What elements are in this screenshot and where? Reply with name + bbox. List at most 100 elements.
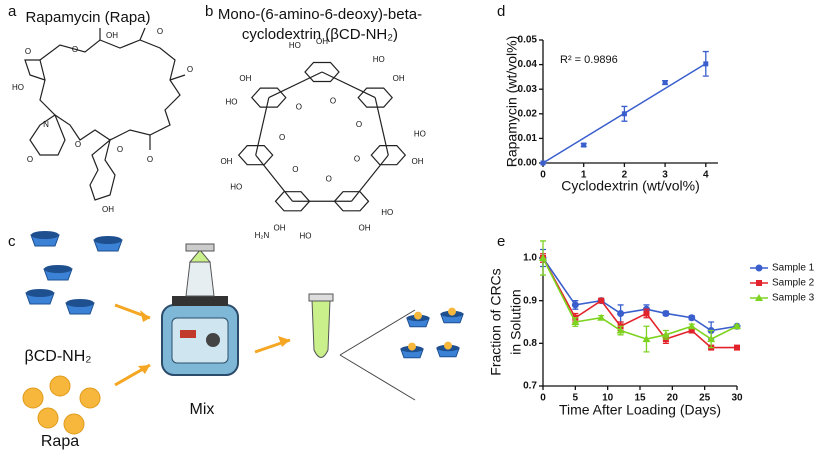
x-tick-label: 25 <box>699 393 711 404</box>
marker <box>617 309 625 317</box>
y-tick-label: 0.00 <box>518 158 538 169</box>
atom-label: O <box>187 65 193 74</box>
glycosidic-bond <box>321 71 376 99</box>
panel-label: e <box>497 233 505 250</box>
knob <box>206 333 220 347</box>
marker <box>707 335 716 343</box>
rapa-molecule <box>49 375 71 397</box>
atom-label: O <box>72 45 78 54</box>
tube <box>185 261 215 297</box>
x-tick-label: 20 <box>667 393 679 404</box>
x-tick-label: 3 <box>662 170 668 181</box>
rapa-molecule <box>444 341 452 350</box>
structure-title: Mono-(6-amino-6-deoxy)-beta- <box>218 6 422 23</box>
marker <box>571 301 579 309</box>
atom-label: O <box>292 165 298 174</box>
glucose-ring <box>304 61 340 83</box>
legend-label: Sample 3 <box>772 293 815 304</box>
y-tick-label: 0.01 <box>518 133 538 144</box>
atom-label: O <box>296 102 302 111</box>
y-axis-label: in Solution <box>508 289 524 354</box>
x-tick-label: 0 <box>540 170 546 181</box>
glucose-ring <box>370 145 407 166</box>
marker <box>687 322 696 330</box>
marker <box>539 254 547 261</box>
atom-label: O <box>356 120 362 129</box>
rapamycin-skeleton <box>24 27 186 201</box>
glycosidic-bond <box>374 97 389 156</box>
marker <box>598 297 605 304</box>
x-axis-label: Time After Loading (Days) <box>559 402 721 418</box>
y-tick-label: 1.0 <box>523 253 537 264</box>
point <box>621 111 627 117</box>
point <box>662 80 668 86</box>
cd-cup-rim <box>66 299 94 307</box>
blender-top <box>172 296 228 306</box>
atom-label: HO <box>225 98 237 107</box>
point <box>540 160 546 166</box>
x-tick-label: 30 <box>731 393 743 404</box>
atom-label: HO <box>414 130 426 139</box>
cyclodextrin-skeleton <box>237 61 407 212</box>
glucose-ring <box>357 87 394 108</box>
tube-liquid <box>188 249 212 263</box>
atom-label: N <box>43 120 49 129</box>
atom-label: OH <box>273 223 285 232</box>
zoom-lines <box>339 309 416 401</box>
marker <box>642 335 651 343</box>
y-axis-label: Fraction of CRCs <box>488 268 504 375</box>
atom-label: HO <box>381 208 393 217</box>
blender-panel <box>171 317 229 364</box>
illustration <box>22 231 464 435</box>
marker <box>662 309 670 317</box>
cd-cup-rim <box>31 231 59 239</box>
glucose-ring <box>250 87 287 108</box>
atom-label: O <box>354 154 360 163</box>
x-tick-label: 4 <box>703 170 709 181</box>
x-tick-label: 5 <box>573 393 579 404</box>
x-tick-label: 10 <box>602 393 614 404</box>
structure-title: cyclodextrin (βCD-NH₂) <box>242 26 398 43</box>
legend-marker <box>756 280 762 286</box>
series-line <box>542 257 738 340</box>
point <box>703 61 709 67</box>
illustration-label: βCD-NH₂ <box>25 348 92 365</box>
marker <box>734 344 740 351</box>
glycosidic-bond <box>255 154 293 202</box>
legend-label: Sample 1 <box>772 263 815 274</box>
atom-label: OH <box>220 157 232 166</box>
glucose-ring <box>274 191 311 212</box>
rapa-molecule <box>63 413 85 435</box>
rapa-molecule <box>408 342 416 351</box>
rapa-molecule <box>448 307 456 316</box>
panel-label: c <box>8 233 16 250</box>
y-tick-label: 0.05 <box>518 35 538 46</box>
atom-label: HO <box>12 83 24 92</box>
atom-label: O <box>27 155 33 164</box>
y-tick-label: 0.7 <box>523 381 537 392</box>
annotation: R² = 0.9896 <box>560 54 618 66</box>
rapa-molecule <box>37 407 59 429</box>
marker <box>643 310 650 317</box>
y-axis-label: Rapamycin (wt/vol%) <box>504 36 520 167</box>
atom-label: HO <box>230 182 242 191</box>
atom-label: O <box>157 27 163 36</box>
series-line <box>542 257 737 349</box>
panel-label: b <box>205 3 213 20</box>
y-tick-label: 0.04 <box>518 59 538 70</box>
marker <box>597 313 606 321</box>
atom-label: HO <box>300 232 312 241</box>
atom-label: OH <box>106 31 118 40</box>
marker <box>571 318 580 325</box>
atom-label: OH <box>412 157 424 166</box>
illustration-label: Mix <box>190 401 215 418</box>
atom-label: O <box>330 97 336 106</box>
rapa-molecule <box>22 387 44 409</box>
glycosidic-bond <box>255 97 270 156</box>
atom-label: OH <box>102 205 114 214</box>
panel-label: d <box>497 3 505 20</box>
atom-label: HO <box>289 41 301 50</box>
point <box>581 142 587 148</box>
x-tick-label: 0 <box>540 393 546 404</box>
legend-label: Sample 2 <box>772 278 815 289</box>
